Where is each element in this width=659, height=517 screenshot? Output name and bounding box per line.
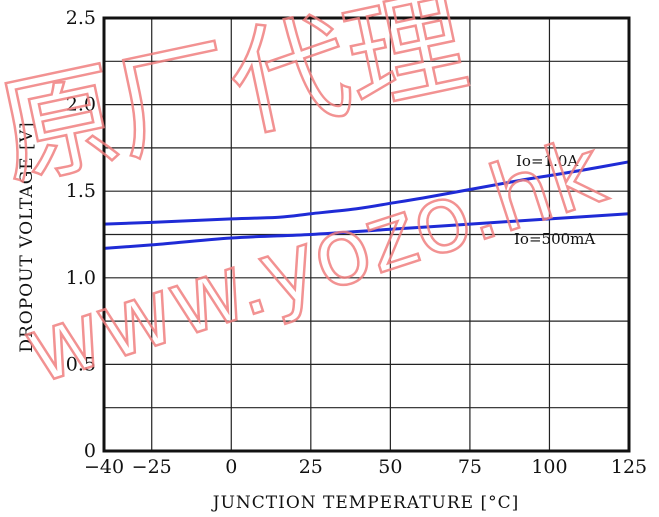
y-axis-title: DROPOUT VOLTAGE [V] (17, 121, 37, 352)
x-tick-label: 125 (611, 456, 647, 478)
plot-frame (102, 16, 631, 453)
series-curves (102, 160, 631, 250)
x-tick-label: 0 (225, 456, 237, 478)
series-line-1 (102, 212, 631, 250)
x-tick-label: −40 (84, 456, 124, 478)
series-label-500ma: Io=500mA (514, 230, 595, 248)
x-tick-label: 50 (378, 456, 402, 478)
y-tick-label: 0.5 (66, 353, 96, 375)
x-tick-label: 75 (458, 456, 482, 478)
y-tick-label: 1.5 (66, 180, 96, 202)
watermark-chinese: 原厂代理 (0, 0, 477, 204)
y-tick-label: 0 (84, 440, 96, 462)
series-line-0 (102, 160, 631, 226)
grid-lines (103, 17, 630, 452)
x-tick-label: −25 (132, 456, 172, 478)
x-tick-label: 25 (299, 456, 323, 478)
x-axis-title: JUNCTION TEMPERATURE [°C] (211, 493, 520, 513)
series-labels: Io=1.0A Io=500mA (514, 152, 595, 248)
y-tick-labels: 0 0.5 1.0 1.5 2.0 2.5 (66, 7, 96, 462)
x-tick-label: 100 (531, 456, 567, 478)
x-tick-labels: −40 −25 0 25 50 75 100 125 (84, 456, 647, 478)
y-tick-label: 2.5 (66, 7, 96, 29)
y-tick-label: 1.0 (66, 267, 96, 289)
series-label-1a: Io=1.0A (516, 152, 578, 170)
y-tick-label: 2.0 (66, 94, 96, 116)
